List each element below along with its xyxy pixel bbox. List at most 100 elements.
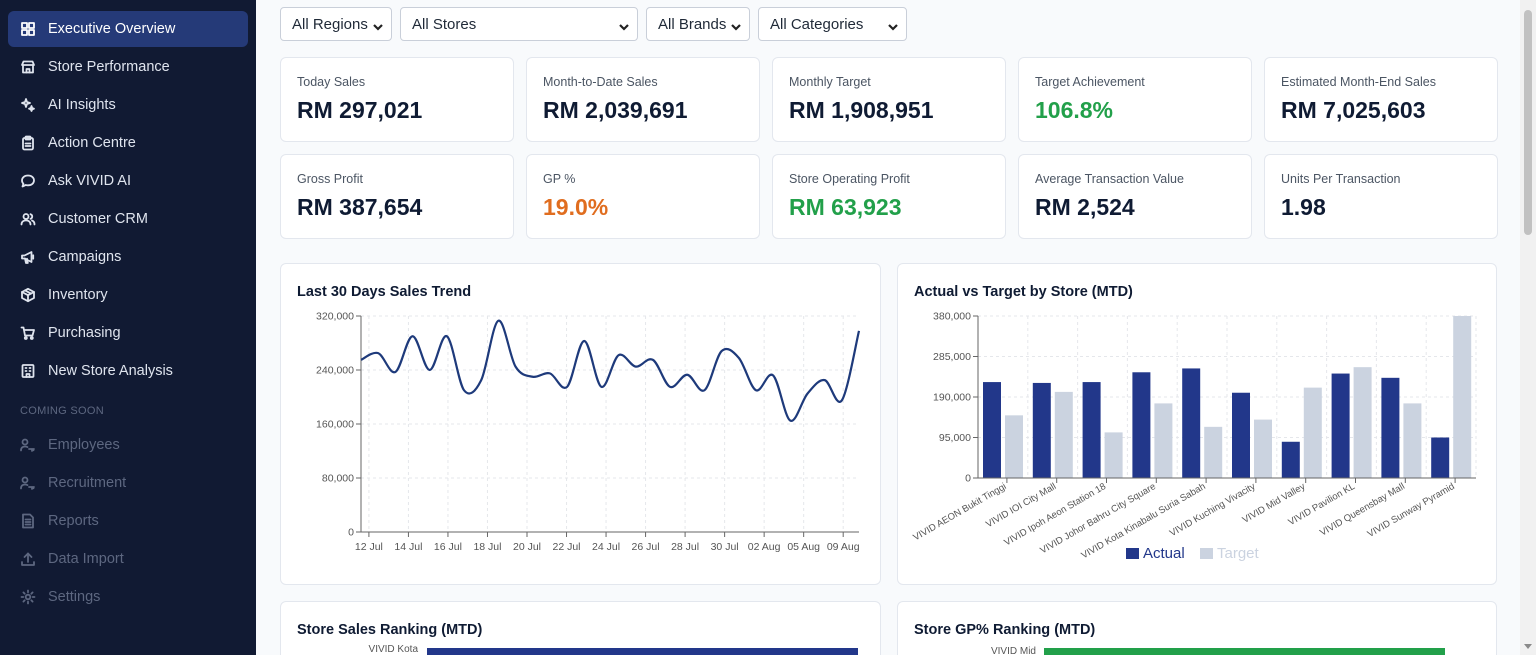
store-gp-ranking-title: Store GP% Ranking (MTD) [914, 622, 1096, 638]
bar-actual [1182, 368, 1201, 478]
store-sales-ranking-card: Store Sales Ranking (MTD) VIVID Kota [280, 601, 881, 655]
bar-target [1403, 403, 1422, 478]
x-tick-label: 09 Aug [827, 541, 860, 553]
x-tick-label: 05 Aug [787, 541, 820, 553]
ranking-bar-label: VIVID Kota [368, 644, 418, 655]
sales-trend-line [360, 319, 861, 422]
sidebar-item-campaigns[interactable]: Campaigns [8, 239, 248, 275]
bar-actual [1232, 392, 1250, 478]
y-tick-label: 240,000 [316, 365, 354, 377]
bar-target [1353, 367, 1372, 478]
x-tick-label: 12 Jul [355, 541, 383, 553]
sidebar-item-store-performance[interactable]: Store Performance [8, 49, 248, 85]
kpi-value: RM 2,524 [1035, 194, 1135, 220]
kpi-card-monthly-target: Monthly Target RM 1,908,951 [772, 57, 1006, 142]
x-tick-label: 22 Jul [553, 541, 581, 553]
sidebar-item-executive-overview[interactable]: Executive Overview [8, 11, 248, 47]
gp-ranking-bar-label: VIVID Mid [990, 646, 1036, 655]
category-select[interactable]: All Categories [758, 7, 907, 41]
bar-target [1154, 403, 1173, 478]
megaphone-icon [20, 249, 36, 265]
kpi-card-estimated-month-end-sales: Estimated Month-End Sales RM 7,025,603 [1264, 57, 1498, 142]
legend-swatch-actual [1126, 548, 1139, 559]
sidebar-item-action-centre[interactable]: Action Centre [8, 125, 248, 161]
sales-trend-title: Last 30 Days Sales Trend [297, 284, 472, 300]
bar-target [1104, 432, 1123, 478]
x-tick-label: 30 Jul [711, 541, 739, 553]
kpi-label: Gross Profit [297, 172, 363, 186]
sidebar-item-reports: Reports [8, 503, 248, 539]
actual-vs-target-chart: 0 95,000 190,000 285,000 380,000 VIVID AEON B… [911, 311, 1477, 562]
kpi-grid: Today Sales RM 297,021 Month-to-Date Sales… [280, 57, 1498, 239]
cart-icon [20, 325, 36, 341]
upload-icon [20, 551, 36, 567]
region-select-value: All Regions [292, 15, 368, 33]
building-icon [20, 363, 36, 379]
sidebar-item-ask-vivid-ai[interactable]: Ask VIVID AI [8, 163, 248, 199]
document-icon [20, 513, 36, 529]
sidebar-item-recruitment: Recruitment [8, 465, 248, 501]
legend-label-actual: Actual [1143, 545, 1185, 562]
bar-actual [983, 382, 1001, 478]
kpi-value: RM 2,039,691 [543, 97, 688, 123]
bar-actual [1132, 372, 1151, 478]
sidebar-item-label: New Store Analysis [48, 363, 173, 379]
x-tick-label: 02 Aug [748, 541, 781, 553]
x-tick-label: VIVID AEON Bukit Tinggi [911, 481, 1008, 543]
gp-ranking-bar [1044, 648, 1445, 655]
kpi-label: Today Sales [297, 75, 366, 89]
brand-select-value: All Brands [658, 15, 727, 33]
chat-bubble-icon [20, 173, 36, 189]
sidebar-item-ai-insights[interactable]: AI Insights [8, 87, 248, 123]
actual-vs-target-card: Actual vs Target by Store (MTD) 0 95,000 1… [897, 263, 1497, 585]
bar-target [1453, 316, 1472, 478]
kpi-value: RM 7,025,603 [1281, 97, 1426, 123]
bar-target [1005, 415, 1023, 478]
region-select[interactable]: All Regions [280, 7, 392, 41]
vertical-scrollbar[interactable] [1520, 0, 1536, 655]
sidebar-item-inventory[interactable]: Inventory [8, 277, 248, 313]
kpi-label: Average Transaction Value [1035, 172, 1184, 186]
y-tick-label: 0 [965, 473, 971, 485]
kpi-label: Estimated Month-End Sales [1281, 75, 1436, 89]
chevron-down-icon [888, 19, 898, 31]
sidebar-item-label: Settings [48, 589, 101, 605]
y-tick-label: 160,000 [316, 419, 354, 431]
brand-select[interactable]: All Brands [646, 7, 750, 41]
sidebar-item-new-store-analysis[interactable]: New Store Analysis [8, 353, 248, 389]
kpi-label: Units Per Transaction [1281, 172, 1401, 186]
actual-vs-target-title: Actual vs Target by Store (MTD) [914, 284, 1133, 300]
sidebar-item-data-import: Data Import [8, 541, 248, 577]
bar-actual [1381, 377, 1400, 478]
sidebar-item-label: AI Insights [48, 97, 116, 113]
sidebar-item-purchasing[interactable]: Purchasing [8, 315, 248, 351]
sidebar-item-customer-crm[interactable]: Customer CRM [8, 201, 248, 237]
kpi-value: 19.0% [543, 194, 609, 220]
x-tick-label: 18 Jul [473, 541, 501, 553]
scroll-down-arrow-icon[interactable] [1524, 644, 1532, 649]
store-icon [20, 59, 36, 75]
gear-icon [20, 589, 36, 605]
bar-target [1204, 426, 1223, 478]
legend-label-target: Target [1217, 545, 1260, 562]
kpi-card-gross-profit: Gross Profit RM 387,654 [280, 154, 514, 239]
kpi-label: Store Operating Profit [789, 172, 910, 186]
kpi-card-today-sales: Today Sales RM 297,021 [280, 57, 514, 142]
scrollbar-thumb[interactable] [1524, 10, 1532, 235]
kpi-card-target-achievement: Target Achievement 106.8% [1018, 57, 1252, 142]
bar-actual [1431, 437, 1450, 478]
kpi-card-gp: GP % 19.0% [526, 154, 760, 239]
store-select[interactable]: All Stores [400, 7, 638, 41]
sidebar-item-label: Campaigns [48, 249, 122, 265]
sidebar-item-settings: Settings [8, 579, 248, 615]
sidebar-item-label: Customer CRM [48, 211, 148, 227]
chevron-down-icon [619, 19, 629, 31]
user-key-icon [20, 475, 36, 491]
category-select-value: All Categories [770, 15, 864, 33]
sidebar-item-label: Employees [48, 437, 120, 453]
x-tick-label: VIVID Queensbay Mall [1318, 481, 1407, 539]
store-select-value: All Stores [412, 15, 477, 33]
bar-actual [1082, 382, 1101, 478]
sidebar-item-label: Reports [48, 513, 99, 529]
sidebar-item-label: Ask VIVID AI [48, 173, 131, 189]
